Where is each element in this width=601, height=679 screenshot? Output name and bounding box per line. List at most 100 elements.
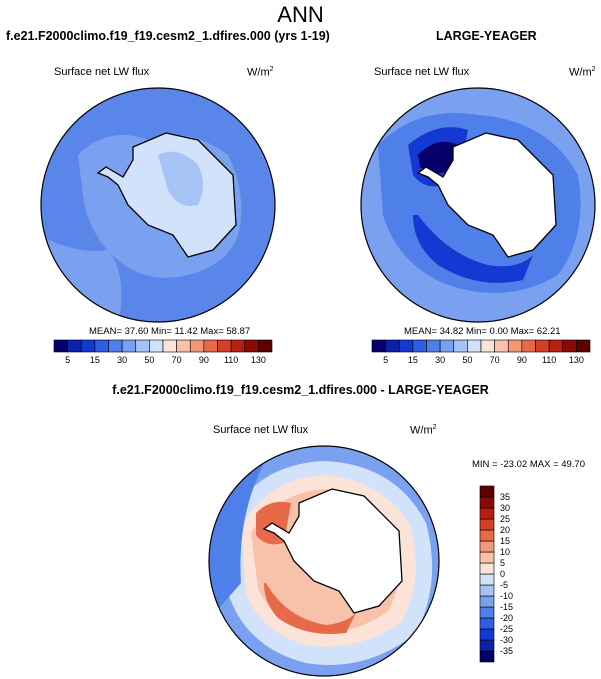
panel-1-stats: MEAN= 37.60 Min= 11.42 Max= 58.87 — [89, 326, 251, 337]
panel-1-colorbar-box — [230, 339, 246, 353]
panel-3-colorbar-box — [479, 650, 495, 663]
panel-3-colorbar-box — [479, 617, 495, 630]
panel-3-field-patch — [264, 583, 356, 634]
panel-2-antarctica — [416, 132, 557, 258]
panel-1-colorbar-box — [135, 339, 150, 353]
panel-2-colorbar-box — [439, 339, 455, 353]
panel-3-colorbar-tick-label: 30 — [500, 503, 510, 513]
panel-1-field-patch — [158, 151, 203, 206]
panel-2-colorbar-box — [535, 339, 550, 353]
panel-2-colorbar-box — [467, 339, 482, 353]
panel-3-units-label: W/m2 — [410, 424, 437, 437]
panel-2-colorbar-tick-label: 70 — [490, 355, 500, 365]
panel-3-colorbar-box — [479, 540, 495, 553]
panel-1-map — [40, 87, 276, 323]
panel-2-colorbar-box — [385, 339, 400, 353]
panel-2-variable-label: Surface net LW flux — [374, 66, 470, 78]
panel-2-colorbar-box — [412, 339, 427, 353]
panel-2-colorbar-box — [548, 339, 564, 353]
panel-3-colorbar-tick-label: 25 — [500, 514, 510, 524]
panel-3-colorbar-tick-label: 10 — [500, 547, 510, 557]
panel-1-colorbar-box — [108, 339, 123, 353]
panel-1-colorbar-box — [258, 339, 273, 353]
panel-2-colorbar: 5 15 30 50 70 90 110 130 — [371, 339, 591, 365]
panel-1-colorbar: 5 15 30 50 70 90 110 130 — [53, 339, 273, 365]
panel-3-colorbar-box — [479, 562, 495, 575]
panel-2-colorbar-box — [453, 339, 468, 353]
panel-3-colorbar-tick-label: 20 — [500, 525, 510, 535]
panel-1-colorbar-tick-label: 15 — [90, 355, 100, 365]
panel-3-colorbar-box — [479, 573, 495, 586]
panel-2-field-patch — [418, 141, 458, 173]
panel-2-colorbar-tick-label: 15 — [408, 355, 418, 365]
panel-2-colorbar-box — [426, 339, 441, 353]
panel-1-antarctica — [96, 132, 237, 258]
panel-2-colorbar-box — [507, 339, 523, 353]
figure-title: ANN — [277, 2, 324, 27]
panel-1-colorbar-tick-label: 130 — [251, 355, 266, 365]
panel-2-colorbar-tick-label: 5 — [383, 355, 388, 365]
panel-3-colorbar-tick-label: -25 — [500, 624, 513, 634]
panel-3-colorbar-tick-label: 0 — [500, 569, 505, 579]
panel-3-stats: MIN = -23.02 MAX = 49.70 — [472, 459, 586, 470]
panel-1-colorbar-box — [80, 339, 96, 353]
panel-3-colorbar-tick-label: -35 — [500, 646, 513, 656]
panel-2-colorbar-tick-label: 90 — [517, 355, 527, 365]
panel-1-colorbar-box — [203, 339, 218, 353]
panel-2-units-label: W/m2 — [569, 66, 596, 79]
panel-3-colorbar-box — [479, 529, 495, 542]
panel-3-colorbar-box — [479, 507, 495, 520]
panel-3-colorbar-box — [479, 595, 495, 608]
panel-3-colorbar-tick-label: -30 — [500, 635, 513, 645]
panel-2-colorbar-box — [562, 339, 577, 353]
panel-1-colorbar-box — [149, 339, 164, 353]
panel-1-colorbar-tick-label: 110 — [224, 355, 238, 365]
panel-2-colorbar-box — [371, 339, 386, 353]
panel-1-colorbar-box — [176, 339, 191, 353]
panel-3-colorbar-box — [479, 496, 495, 509]
panel-3-colorbar-tick-label: 15 — [500, 536, 510, 546]
panel-2-colorbar-box — [576, 339, 591, 353]
panel-1-colorbar-box — [53, 339, 68, 353]
panel-1-map-border — [40, 87, 276, 323]
panel-2-colorbar-box — [398, 339, 414, 353]
panel-3-colorbar-box — [479, 606, 495, 619]
panel-1-colorbar-box — [67, 339, 82, 353]
panel-3-colorbar-tick-label: -20 — [500, 613, 513, 623]
panel-3-colorbar-box — [479, 551, 495, 564]
panel-3-colorbar-box — [479, 628, 495, 641]
panel-1-colorbar-box — [189, 339, 205, 353]
panel-1-colorbar-tick-label: 50 — [144, 355, 154, 365]
panel-3-colorbar-tick-label: 35 — [500, 492, 510, 502]
panel-2-colorbar-box — [480, 339, 495, 353]
panel-2-colorbar-box — [494, 339, 509, 353]
panel-2-colorbar-tick-label: 50 — [462, 355, 472, 365]
panel-1-colorbar-box — [162, 339, 177, 353]
panel-3-colorbar-box — [479, 518, 495, 531]
panel-3-colorbar-box — [479, 639, 495, 652]
panel-1-colorbar-box — [121, 339, 137, 353]
panel-1-colorbar-tick-label: 5 — [65, 355, 70, 365]
panel-2-colorbar-box — [521, 339, 536, 353]
panel-1-variable-label: Surface net LW flux — [54, 66, 150, 78]
panel-2-map-border — [360, 87, 596, 323]
panel-2-stats: MEAN= 34.82 Min= 0.00 Max= 62.21 — [404, 326, 561, 337]
panel-1-colorbar-tick-label: 70 — [172, 355, 182, 365]
panel-2-colorbar-tick-label: 130 — [569, 355, 584, 365]
panel-2-colorbar-tick-label: 30 — [435, 355, 445, 365]
panel-3-title: f.e21.F2000climo.f19_f19.cesm2_1.dfires.… — [112, 383, 489, 397]
panel-3-variable-label: Surface net LW flux — [213, 424, 309, 436]
panel-3-colorbar-tick-label: -10 — [500, 591, 513, 601]
panel-3-colorbar-tick-label: -5 — [500, 580, 508, 590]
panel-2-field-patch — [413, 215, 533, 283]
panel-1-colorbar-tick-label: 30 — [117, 355, 127, 365]
panel-3-map — [208, 445, 440, 677]
panel-3-colorbar-box — [479, 485, 495, 498]
panel-1-title: f.e21.F2000climo.f19_f19.cesm2_1.dfires.… — [6, 29, 330, 43]
panel-2-colorbar-tick-label: 110 — [542, 355, 556, 365]
panel-3-colorbar-tick-label: -15 — [500, 602, 513, 612]
panel-3-colorbar-tick-label: 5 — [500, 558, 505, 568]
panel-1-colorbar-box — [94, 339, 109, 353]
panel-3-colorbar-box — [479, 584, 495, 597]
